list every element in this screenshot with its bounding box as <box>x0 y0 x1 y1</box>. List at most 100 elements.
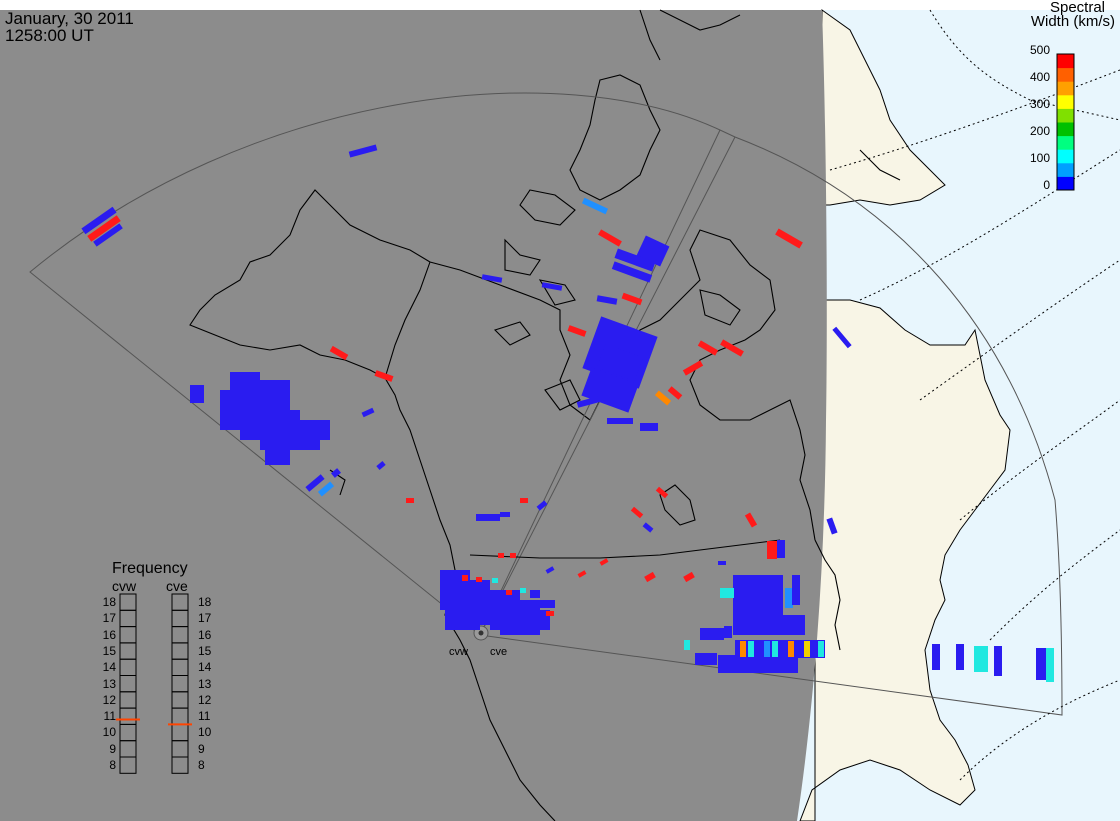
frequency-tick: 10 <box>198 725 212 740</box>
colorbar-segment <box>1057 54 1074 69</box>
colorbar-segment <box>1057 108 1074 123</box>
echo-cell <box>546 611 554 616</box>
date-label: January, 30 2011 <box>5 9 134 28</box>
echo-cell <box>331 468 341 478</box>
echo-cell <box>720 588 734 598</box>
colorbar-title-line2: Width (km/s) <box>1030 13 1115 30</box>
echo-cell <box>190 385 204 403</box>
echo-cell <box>492 578 498 583</box>
colorbar-segment <box>1057 81 1074 96</box>
echo-cell <box>621 292 643 306</box>
echo-cell <box>530 590 540 598</box>
frequency-tick: 16 <box>102 627 116 642</box>
echo-cell <box>614 248 656 272</box>
frequency-tick: 11 <box>198 709 211 724</box>
echo-cell <box>764 641 770 657</box>
frequency-tick: 11 <box>103 709 116 724</box>
day-land-greenland <box>821 9 946 206</box>
freq-scale-cve <box>171 593 189 774</box>
colorbar <box>1056 53 1075 191</box>
colorbar-segment <box>1057 135 1074 150</box>
echo-cell <box>745 615 805 635</box>
echo-cell <box>700 628 724 640</box>
colorbar-tick-300: 300 <box>1029 97 1050 111</box>
echo-cell <box>93 223 123 247</box>
colorbar-tick-200: 200 <box>1029 124 1050 138</box>
echo-cell <box>596 343 644 382</box>
echo-cell <box>767 541 777 559</box>
colorbar-segment <box>1057 94 1074 109</box>
colorbar-segment <box>1057 162 1074 177</box>
echo-cell <box>775 228 803 249</box>
echo-cell <box>240 420 270 440</box>
colorbar-tick-500: 500 <box>1029 43 1050 57</box>
echo-cell <box>748 641 754 657</box>
echo-cell <box>932 644 940 670</box>
echo-cell <box>644 571 656 583</box>
echo-cell <box>300 420 330 440</box>
day-land-east <box>799 299 1011 821</box>
echo-cell <box>541 282 563 291</box>
freq-scale-cvw <box>119 593 137 774</box>
colorbar-frame <box>1056 53 1075 191</box>
colorbar-segment <box>1057 149 1074 164</box>
frequency-tick: 8 <box>198 758 205 772</box>
echo-cell <box>796 641 802 657</box>
latitude-grid <box>829 9 1120 781</box>
echo-cell <box>317 481 335 497</box>
frequency-tick: 12 <box>102 692 116 707</box>
frequency-tick: 15 <box>102 643 116 658</box>
frequency-tick: 8 <box>109 758 116 772</box>
echo-cell <box>994 646 1002 676</box>
echo-cell <box>718 655 798 673</box>
coastlines <box>189 9 901 821</box>
echo-cell <box>788 641 794 657</box>
frequency-tick: 9 <box>109 741 116 756</box>
echo-cell <box>498 553 504 558</box>
echo-cell <box>956 644 964 670</box>
colorbar-tick-100: 100 <box>1029 151 1050 165</box>
colorbar-fill <box>1057 54 1074 191</box>
echo-cell <box>804 641 810 657</box>
colorbar-title-line1: Spectral <box>1049 0 1105 16</box>
echo-cell <box>724 626 732 638</box>
echo-cell <box>682 360 704 376</box>
echo-cell <box>756 641 762 657</box>
echo-cell <box>695 653 717 665</box>
frequency-cell <box>119 756 137 774</box>
echo-cell <box>500 512 510 517</box>
echo-cell <box>777 540 785 558</box>
frequency-tick: 12 <box>198 692 212 707</box>
echo-cell <box>462 575 468 581</box>
echo-cell <box>718 561 726 565</box>
echo-cell <box>329 345 349 361</box>
frequency-tick: 18 <box>198 595 212 609</box>
echo-cell <box>770 590 780 610</box>
echo-cell <box>654 390 672 406</box>
echo-cell <box>596 295 618 305</box>
radar-label-cve: cve <box>490 646 508 658</box>
echo-cell <box>540 600 555 608</box>
echo-cell <box>265 445 290 465</box>
echo-cell <box>599 558 609 566</box>
echo-cell <box>577 570 587 578</box>
colorbar-tick-0: 0 <box>1043 178 1050 192</box>
echo-cell <box>683 571 695 583</box>
echo-cell <box>476 514 500 521</box>
echo-cell <box>826 517 838 535</box>
frequency-tick: 15 <box>198 643 212 658</box>
frequency-tick: 18 <box>102 595 116 609</box>
echo-cell <box>520 498 528 503</box>
echo-cell <box>697 340 719 356</box>
frequency-tick: 10 <box>102 725 116 740</box>
echo-cell <box>780 641 786 657</box>
echo-cell <box>598 229 622 247</box>
echo-cell <box>576 394 608 408</box>
echo-cell <box>481 274 503 283</box>
echo-cell <box>832 326 852 349</box>
frequency-tick: 17 <box>102 611 116 626</box>
echo-cell <box>642 522 654 533</box>
echo-cell <box>476 577 482 582</box>
